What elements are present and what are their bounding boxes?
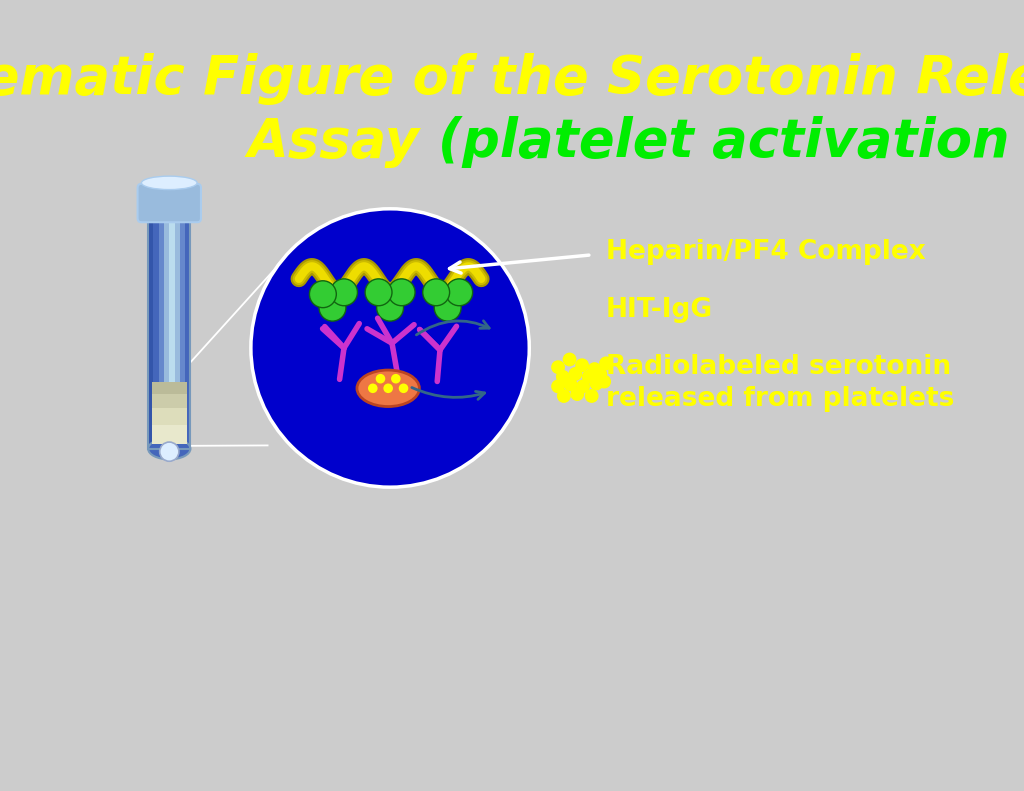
Circle shape [368, 384, 378, 393]
Ellipse shape [148, 438, 190, 460]
Text: released from platelets: released from platelets [606, 386, 954, 412]
Circle shape [557, 389, 570, 403]
Polygon shape [148, 218, 154, 448]
Circle shape [388, 279, 415, 306]
Circle shape [160, 442, 179, 461]
Ellipse shape [357, 370, 420, 407]
Circle shape [588, 362, 601, 376]
Circle shape [556, 370, 569, 384]
Circle shape [585, 389, 599, 403]
FancyBboxPatch shape [137, 184, 201, 222]
Circle shape [331, 279, 357, 306]
Text: Assay: Assay [248, 115, 438, 168]
Circle shape [319, 294, 346, 321]
Circle shape [391, 374, 400, 384]
Polygon shape [154, 218, 159, 448]
Circle shape [599, 357, 613, 370]
Text: (platelet activation assay): (platelet activation assay) [438, 115, 1024, 168]
Polygon shape [180, 218, 185, 448]
Text: Schematic Figure of the Serotonin Release: Schematic Figure of the Serotonin Releas… [0, 53, 1024, 105]
Circle shape [582, 370, 596, 384]
Text: HIT-IgG: HIT-IgG [606, 297, 713, 323]
Circle shape [445, 279, 473, 306]
Circle shape [570, 387, 584, 401]
Polygon shape [152, 381, 186, 394]
Polygon shape [152, 408, 186, 425]
Circle shape [434, 294, 461, 321]
Circle shape [251, 209, 529, 487]
Text: Heparin/PF4 Complex: Heparin/PF4 Complex [606, 239, 926, 265]
Polygon shape [169, 218, 174, 448]
Circle shape [309, 281, 336, 308]
Circle shape [597, 375, 611, 388]
Polygon shape [152, 425, 186, 444]
Polygon shape [185, 218, 190, 448]
Circle shape [563, 353, 577, 366]
Circle shape [575, 358, 589, 373]
Circle shape [366, 279, 392, 306]
Ellipse shape [141, 176, 197, 190]
Circle shape [423, 279, 450, 306]
Circle shape [594, 367, 607, 380]
Circle shape [568, 367, 583, 380]
Circle shape [577, 380, 590, 393]
Circle shape [398, 384, 409, 393]
Polygon shape [152, 394, 186, 408]
Circle shape [551, 380, 565, 393]
Polygon shape [159, 218, 164, 448]
Circle shape [376, 374, 385, 384]
Circle shape [590, 377, 603, 391]
Polygon shape [174, 218, 180, 448]
Circle shape [563, 377, 578, 392]
Circle shape [551, 360, 565, 374]
Circle shape [377, 294, 403, 321]
Circle shape [383, 384, 393, 393]
Text: Radiolabeled serotonin: Radiolabeled serotonin [606, 354, 951, 380]
Polygon shape [164, 218, 169, 448]
